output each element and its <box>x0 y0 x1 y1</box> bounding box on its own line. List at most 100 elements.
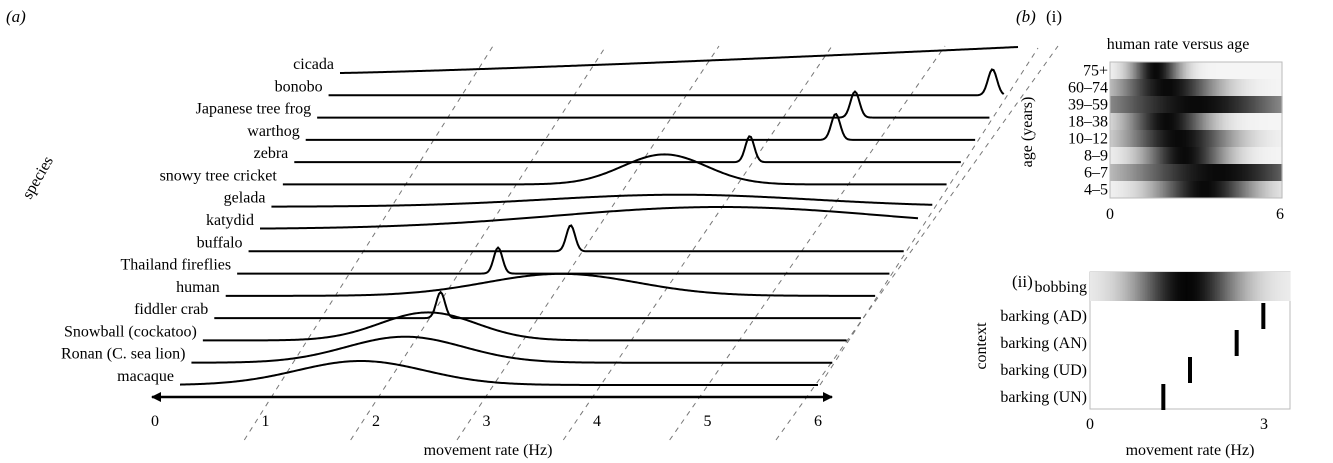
heat-cell <box>1221 164 1224 182</box>
heat-cell <box>1263 147 1266 165</box>
heat-cell <box>1142 96 1145 114</box>
heat-cell <box>1181 113 1184 131</box>
heat-cell <box>1132 181 1135 199</box>
heat-cell <box>1234 147 1237 165</box>
panel-b-ii-tick-0: 0 <box>1086 416 1094 433</box>
heat-cell <box>1153 164 1156 182</box>
heat-cell <box>1134 130 1137 148</box>
heat-cell <box>1246 164 1249 182</box>
heat-cell <box>1236 164 1239 182</box>
heat-cell <box>1151 79 1154 97</box>
heat-cell <box>1279 164 1282 182</box>
heat-cell <box>1178 272 1181 301</box>
heat-cell <box>1160 181 1163 199</box>
heat-cell <box>1118 272 1121 301</box>
species-label-warthog: warthog <box>247 123 299 140</box>
heat-cell <box>1141 147 1144 165</box>
heat-cell <box>1154 147 1157 165</box>
heat-cell <box>1141 272 1144 301</box>
heat-cell <box>1206 79 1209 97</box>
heat-cell <box>1138 96 1141 114</box>
heat-cell <box>1277 147 1280 165</box>
heat-cell <box>1134 79 1137 97</box>
heat-cell <box>1211 62 1214 80</box>
heat-cell <box>1233 79 1236 97</box>
heat-cell <box>1124 96 1127 114</box>
heat-cell <box>1197 79 1200 97</box>
heat-cell <box>1269 164 1272 182</box>
species-label-snowball-cockatoo: Snowball (cockatoo) <box>64 323 197 340</box>
heat-cell <box>1145 164 1148 182</box>
heat-cell <box>1204 113 1207 131</box>
heat-cell <box>1190 272 1193 301</box>
heat-cell <box>1259 130 1262 148</box>
heat-cell <box>1263 272 1266 301</box>
heat-cell <box>1217 181 1220 199</box>
species-label-cicada: cicada <box>293 56 334 73</box>
heat-cell <box>1271 164 1274 182</box>
heat-cell <box>1267 164 1270 182</box>
heat-cell <box>1259 113 1262 131</box>
heat-cell <box>1125 164 1128 182</box>
heat-cell <box>1128 62 1131 80</box>
heat-cell <box>1130 79 1133 97</box>
heat-cell <box>1223 147 1226 165</box>
heat-cell <box>1135 113 1138 131</box>
heat-cell <box>1221 272 1224 301</box>
heat-cell <box>1180 79 1183 97</box>
heat-cell <box>1237 96 1240 114</box>
heat-cell <box>1246 130 1249 148</box>
heat-cell <box>1150 147 1153 165</box>
heat-cell <box>1135 62 1138 80</box>
heat-cell <box>1220 164 1223 182</box>
heat-cell <box>1154 79 1157 97</box>
heat-cell <box>1257 113 1260 131</box>
heat-cell <box>1240 113 1243 131</box>
heat-cell <box>1260 113 1263 131</box>
heat-cell <box>1234 96 1237 114</box>
heat-cell <box>1120 113 1123 131</box>
heat-cell <box>1269 62 1272 80</box>
heat-cell <box>1114 147 1117 165</box>
heat-cell <box>1160 79 1163 97</box>
heat-cell <box>1174 147 1177 165</box>
row-label-10-12: 10–12 <box>1068 131 1108 148</box>
heat-cell <box>1276 79 1279 97</box>
heat-cell <box>1184 62 1187 80</box>
heat-cell <box>1157 96 1160 114</box>
heat-cell <box>1161 96 1164 114</box>
heat-cell <box>1208 62 1211 80</box>
heat-cell <box>1270 147 1273 165</box>
heat-cell <box>1170 79 1173 97</box>
heat-cell <box>1260 62 1263 80</box>
heat-cell <box>1184 164 1187 182</box>
heat-cell <box>1279 113 1282 131</box>
heat-cell <box>1164 79 1167 97</box>
heat-cell <box>1174 130 1177 148</box>
heat-cell <box>1200 79 1203 97</box>
heat-cell <box>1231 79 1234 97</box>
heat-cell <box>1270 272 1273 301</box>
heat-cell <box>1264 113 1267 131</box>
heat-cell <box>1277 79 1280 97</box>
species-label-katydid: katydid <box>206 212 254 229</box>
heat-cell <box>1111 113 1114 131</box>
gridline-3hz <box>456 45 720 441</box>
heat-cell <box>1174 164 1177 182</box>
heat-cell <box>1194 164 1197 182</box>
heat-cell <box>1243 113 1246 131</box>
heat-cell <box>1273 79 1276 97</box>
heat-cell <box>1144 130 1147 148</box>
heat-cell <box>1243 130 1246 148</box>
heat-cell <box>1135 79 1138 97</box>
heat-cell <box>1132 164 1135 182</box>
heat-cell <box>1118 130 1121 148</box>
heat-cell <box>1241 272 1244 301</box>
heat-cell <box>1259 96 1262 114</box>
heat-cell <box>1218 164 1221 182</box>
heat-cell <box>1257 147 1260 165</box>
heat-cell <box>1237 164 1240 182</box>
heat-cell <box>1137 130 1140 148</box>
heat-cell <box>1260 164 1263 182</box>
heat-cell <box>1122 62 1125 80</box>
